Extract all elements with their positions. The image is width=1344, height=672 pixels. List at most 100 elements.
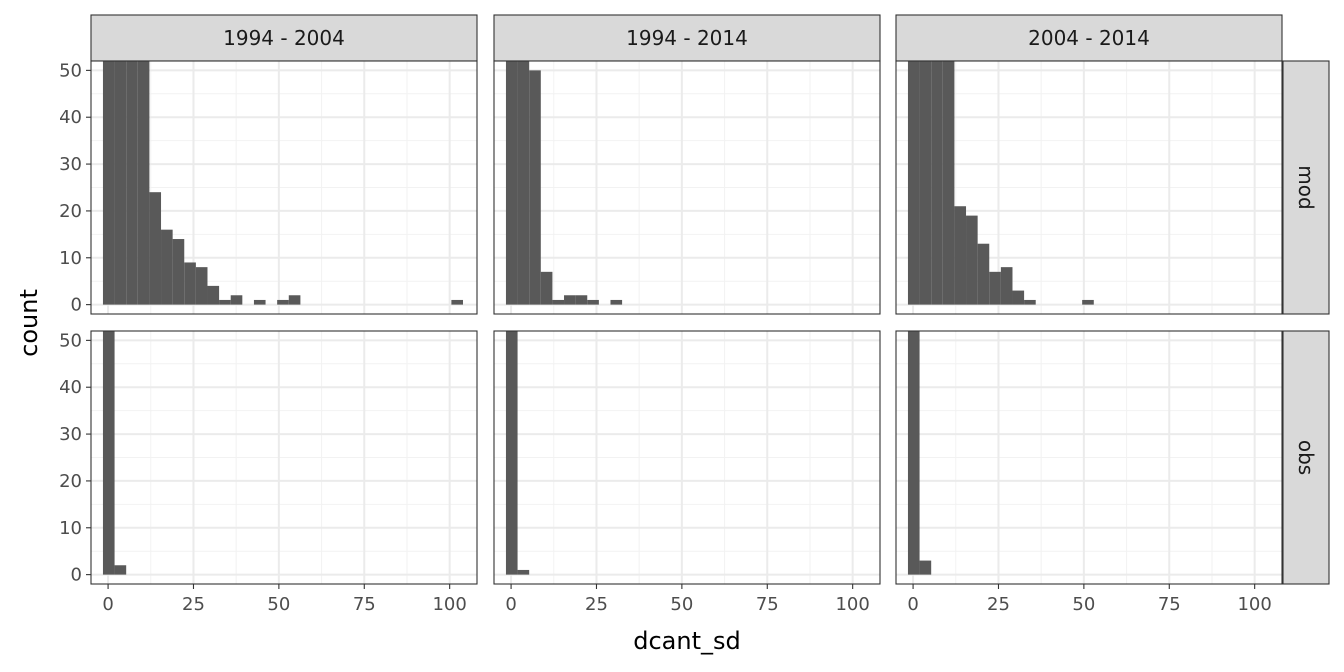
y-axis-title: count: [15, 289, 43, 357]
histogram-bar: [161, 229, 173, 305]
panel-border: [493, 60, 881, 315]
x-tick-label: 0: [102, 594, 113, 615]
panel: [895, 330, 1283, 585]
histogram-bar: [1000, 267, 1013, 305]
x-tick-label: 25: [182, 594, 205, 615]
column-strip: [493, 14, 881, 62]
y-tick-label: 20: [59, 201, 82, 222]
histogram-bar: [564, 295, 576, 305]
histogram-bars: [505, 61, 623, 305]
histogram-bar: [277, 299, 289, 305]
y-tick-label: 0: [71, 295, 82, 316]
histogram-bar: [207, 285, 220, 305]
panel-border: [90, 330, 478, 585]
histogram-bar: [114, 61, 127, 305]
panel-border: [895, 60, 1283, 315]
histogram-bar: [230, 295, 243, 305]
panel: [90, 60, 478, 315]
histogram-bar: [977, 243, 990, 305]
x-tick-label: 50: [1072, 594, 1095, 615]
histogram-bar: [253, 299, 266, 305]
histogram-bar: [505, 331, 518, 575]
histogram-bar: [137, 61, 150, 305]
histogram-bar: [114, 565, 127, 575]
x-tick-label: 75: [353, 594, 376, 615]
histogram-bar: [575, 295, 588, 305]
panel-border: [895, 330, 1283, 585]
row-strip: [1282, 60, 1330, 315]
histogram-bar: [954, 206, 967, 305]
x-axis-title: dcant_sd: [633, 627, 741, 655]
x-tick-label: 25: [987, 594, 1010, 615]
histogram-bar: [288, 295, 301, 305]
histogram-bar: [149, 192, 162, 305]
histogram-bar: [505, 61, 518, 305]
histogram-bar: [517, 569, 530, 575]
histogram-bar: [219, 299, 231, 305]
y-tick-label: 0: [71, 565, 82, 586]
y-tick-label: 20: [59, 471, 82, 492]
histogram-bar: [172, 239, 185, 305]
histogram-bar: [102, 61, 115, 305]
y-tick-label: 40: [59, 107, 82, 128]
row-strip: [1282, 330, 1330, 585]
x-tick-label: 100: [1237, 594, 1271, 615]
column-strips: 1994 - 2004 1994 - 2014 2004 - 2014: [90, 14, 1283, 62]
histogram-bar: [966, 215, 978, 305]
y-tick-label: 30: [59, 154, 82, 175]
panel: [895, 60, 1283, 315]
histogram-bar: [587, 299, 599, 305]
histogram-bars: [102, 61, 463, 305]
histogram-bar: [517, 61, 530, 305]
histogram-bar: [540, 271, 553, 305]
row-strips: mod obs: [1282, 60, 1330, 585]
histogram-bar: [1082, 299, 1094, 305]
x-tick-label: 100: [835, 594, 869, 615]
histogram-bar: [919, 560, 932, 575]
histogram-bar: [451, 299, 463, 305]
x-tick-label: 100: [432, 594, 466, 615]
x-tick-label: 50: [267, 594, 290, 615]
histogram-bar: [942, 61, 955, 305]
x-tick-label: 25: [585, 594, 608, 615]
y-tick-label: 50: [59, 330, 82, 351]
y-tick-label: 10: [59, 518, 82, 539]
x-tick-label: 0: [907, 594, 918, 615]
x-tick-label: 0: [505, 594, 516, 615]
y-tick-label: 50: [59, 60, 82, 81]
y-tick-label: 10: [59, 248, 82, 269]
histogram-bar: [102, 331, 115, 575]
histogram-bar: [907, 61, 920, 305]
column-strip-label: 1994 - 2014: [626, 26, 748, 50]
histogram-bars: [907, 331, 932, 575]
histogram-bar: [931, 61, 943, 305]
column-strip: [895, 14, 1283, 62]
row-strip-label: obs: [1294, 440, 1318, 475]
panel: [493, 60, 881, 315]
column-strip-label: 1994 - 2004: [223, 26, 345, 50]
column-strip: [90, 14, 478, 62]
panel: [493, 330, 881, 585]
row-strip-label: mod: [1294, 165, 1318, 209]
column-strip-label: 2004 - 2014: [1028, 26, 1150, 50]
histogram-bars: [505, 331, 530, 575]
panel: [90, 330, 478, 585]
histogram-bar: [529, 70, 541, 305]
x-tick-label: 75: [756, 594, 779, 615]
x-axis: 0 25 50 75 100 0 25 50 75 100 0 25 50 75 100: [102, 584, 1272, 615]
histogram-bar: [989, 271, 1001, 305]
x-tick-label: 50: [670, 594, 693, 615]
panels: [90, 60, 1283, 585]
histogram-bar: [610, 299, 623, 305]
histogram-bars: [102, 331, 127, 575]
y-axis: 0 10 20 30 40 50 0 10 20 30 40 50: [59, 60, 91, 586]
panel-border: [90, 60, 478, 315]
histogram-bar: [907, 331, 920, 575]
y-tick-label: 30: [59, 424, 82, 445]
histogram-bars: [907, 61, 1094, 305]
histogram-bar: [919, 61, 932, 305]
histogram-bar: [1012, 290, 1025, 305]
histogram-bar: [184, 262, 196, 305]
y-tick-label: 40: [59, 377, 82, 398]
